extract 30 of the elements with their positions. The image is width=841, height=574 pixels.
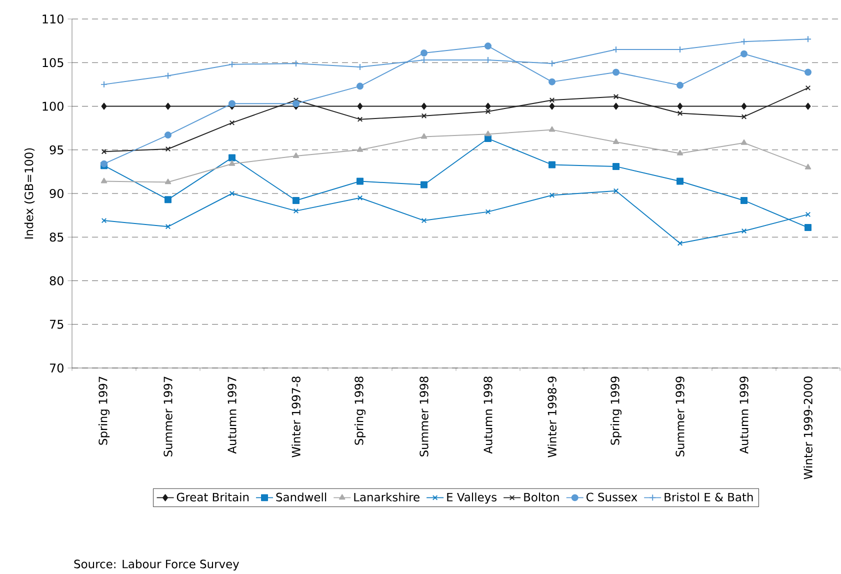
x-tick-label: Autumn 1997 — [228, 376, 236, 454]
legend-label: Great Britain — [176, 492, 249, 502]
y-tick-label: 110 — [42, 14, 64, 24]
legend-label: C Sussex — [586, 492, 638, 502]
y-tick-label: 70 — [50, 363, 64, 373]
legend-label: Bolton — [524, 492, 559, 502]
y-tick-label: 100 — [42, 102, 64, 111]
legend-label: Sandwell — [276, 492, 326, 502]
x-tick-label: Spring 1998 — [354, 376, 366, 445]
x-tick-label: Spring 1999 — [610, 376, 622, 445]
y-tick-label: 80 — [50, 276, 64, 286]
x-tick-label: Autumn 1999 — [740, 376, 748, 454]
x-tick-label: Spring 1997 — [98, 376, 110, 445]
x-tick-label: Summer 1998 — [420, 376, 428, 456]
x-tick-label: Winter 1997-8 — [292, 376, 300, 458]
legend-label: E Valleys — [447, 492, 497, 504]
y-tick-label: 90 — [50, 188, 64, 198]
y-tick-label: 75 — [50, 320, 64, 329]
x-tick-label: Summer 1999 — [676, 376, 684, 456]
x-tick-label: Winter 1999-2000 — [804, 376, 812, 480]
legend-label: Bristol E & Bath — [664, 492, 753, 502]
y-tick-label: 95 — [50, 145, 64, 154]
x-tick-label: Autumn 1998 — [484, 376, 492, 454]
y-tick-label: 105 — [42, 58, 64, 68]
legend-label: Lanarkshire — [354, 492, 420, 502]
x-tick-label: Winter 1998-9 — [548, 376, 556, 458]
source-note: Source: Labour Force Survey — [74, 559, 240, 571]
y-tick-label: 85 — [50, 232, 64, 242]
y-axis-title: Index (GB=100) — [24, 148, 35, 239]
x-tick-label: Summer 1997 — [164, 376, 172, 456]
